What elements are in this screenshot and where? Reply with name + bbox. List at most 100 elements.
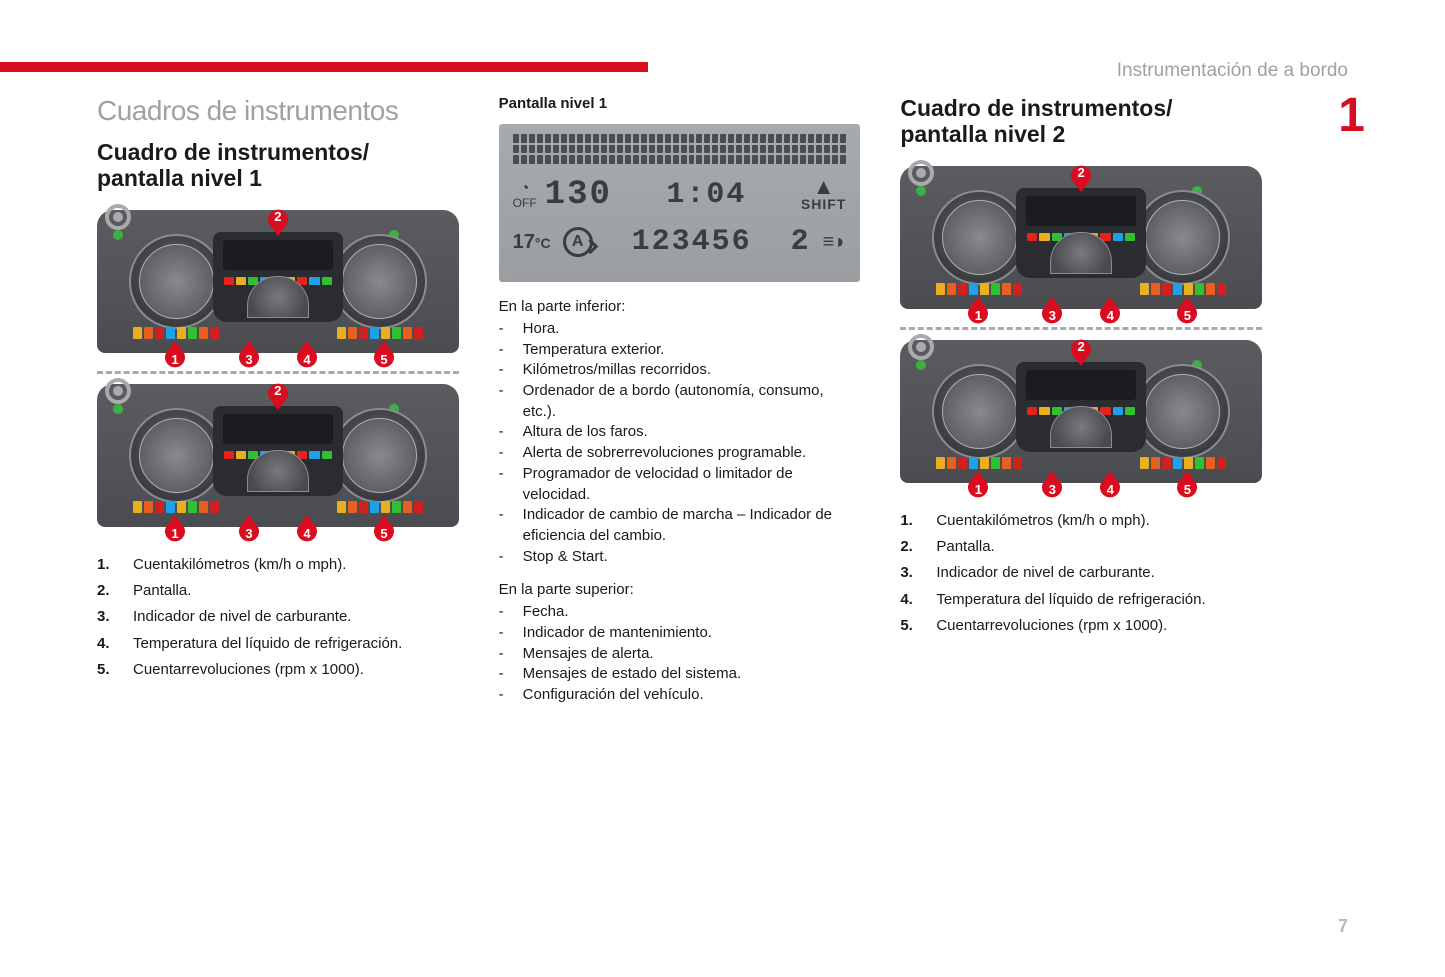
warning-lights-left: [133, 327, 219, 339]
list-item: -Mensajes de alerta.: [499, 644, 861, 665]
indicator-dot: [916, 186, 926, 196]
tachometer-gauge: [1135, 364, 1230, 459]
legend-number: 2.: [97, 579, 115, 602]
legend-item: 4.Temperatura del líquido de refrigeraci…: [900, 588, 1262, 611]
callout-marker: 5: [1175, 471, 1199, 501]
marker-number: 5: [380, 526, 387, 541]
callout-marker: 4: [295, 341, 319, 371]
list-text: Kilómetros/millas recorridos.: [523, 360, 711, 381]
cruise-off-icon: ◔ OFF: [513, 181, 537, 209]
list-text: Indicador de mantenimiento.: [523, 623, 712, 644]
bullet-dash: -: [499, 664, 509, 685]
bullet-dash: -: [499, 381, 509, 422]
steering-icon: [908, 160, 934, 186]
lower-heading: En la parte inferior:: [499, 298, 861, 315]
bullet-dash: -: [499, 602, 509, 623]
callout-marker: 1: [163, 341, 187, 371]
headlight-level-icon: ≡◗: [823, 231, 847, 254]
callout-marker: 1: [966, 297, 990, 327]
dashboard-diagram-1a: 2 1 3 4 5: [97, 210, 459, 365]
list-text: Mensajes de alerta.: [523, 644, 654, 665]
dashed-divider: [97, 371, 459, 374]
indicator-dot: [916, 360, 926, 370]
indicator-dot: [113, 230, 123, 240]
legend-item: 1.Cuentakilómetros (km/h o mph).: [97, 553, 459, 576]
list-item: -Temperatura exterior.: [499, 340, 861, 361]
content-columns: Cuadros de instrumentos Cuadro de instru…: [97, 95, 1262, 706]
list-item: -Ordenador de a bordo (autonomía, consum…: [499, 381, 861, 422]
list-text: Indicador de cambio de marcha – Indicado…: [523, 505, 861, 546]
tachometer-gauge: [1135, 190, 1230, 285]
legend-number: 4.: [97, 632, 115, 655]
marker-number: 4: [1107, 308, 1114, 323]
list-text: Fecha.: [523, 602, 569, 623]
callout-marker: 3: [1040, 471, 1064, 501]
main-title: Cuadros de instrumentos: [97, 95, 459, 127]
steering-icon: [908, 334, 934, 360]
indicator-dot: [113, 404, 123, 414]
legend-item: 1.Cuentakilómetros (km/h o mph).: [900, 509, 1262, 532]
legend-text: Pantalla.: [133, 579, 191, 602]
marker-number: 5: [1184, 308, 1191, 323]
speedometer-gauge: [129, 408, 224, 503]
lcd-row-2: 17°C A 123456 2 ≡◗: [513, 220, 847, 264]
bullet-dash: -: [499, 422, 509, 443]
callout-marker: 2: [1069, 336, 1093, 366]
legend-number: 2.: [900, 535, 918, 558]
marker-number: 4: [1107, 482, 1114, 497]
lcd-display: ◔ OFF 130 1:04 ▲ SHIFT 17°C A 123456 2 ≡…: [499, 124, 861, 282]
legend-number: 5.: [97, 658, 115, 681]
shift-indicator: ▲ SHIFT: [801, 178, 846, 212]
center-display: [213, 232, 343, 322]
led-row: [224, 277, 332, 287]
bullet-dash: -: [499, 505, 509, 546]
section-header: Instrumentación de a bordo: [1117, 60, 1348, 82]
column-1: Cuadros de instrumentos Cuadro de instru…: [97, 95, 459, 706]
callout-marker: 5: [372, 515, 396, 545]
callout-marker: 1: [163, 515, 187, 545]
list-text: Configuración del vehículo.: [523, 685, 704, 706]
list-item: -Fecha.: [499, 602, 861, 623]
marker-number: 2: [274, 209, 281, 224]
marker-number: 2: [274, 383, 281, 398]
chapter-number: 1: [1338, 88, 1365, 143]
legend-item: 5.Cuentarrevoluciones (rpm x 1000).: [97, 658, 459, 681]
legend-list-1: 1.Cuentakilómetros (km/h o mph). 2. Pantal…: [97, 553, 459, 681]
upper-list: -Fecha.-Indicador de mantenimiento.-Mens…: [499, 602, 861, 705]
legend-number: 1.: [97, 553, 115, 576]
legend-list-3: 1.Cuentakilómetros (km/h o mph).2.Pantal…: [900, 509, 1262, 637]
column-2: Pantalla nivel 1 ◔ OFF 130 1:04 ▲ SHIFT: [499, 95, 861, 706]
speedometer-gauge: [129, 234, 224, 329]
lcd-odometer: 123456: [605, 225, 779, 259]
warning-lights-right: [337, 327, 423, 339]
bullet-dash: -: [499, 547, 509, 568]
center-display: [213, 406, 343, 496]
legend-number: 1.: [900, 509, 918, 532]
dashboard-diagram-2a: 2 1 3 4 5: [900, 166, 1262, 321]
list-item: -Stop & Start.: [499, 547, 861, 568]
callout-marker: 5: [372, 341, 396, 371]
marker-number: 4: [303, 526, 310, 541]
list-item: -Hora.: [499, 319, 861, 340]
legend-number: 3.: [900, 561, 918, 584]
legend-item: 3.Indicador de nivel de carburante.: [900, 561, 1262, 584]
speedometer-gauge: [932, 364, 1027, 459]
shift-arrow-icon: ▲: [801, 178, 846, 196]
legend-item: 5.Cuentarrevoluciones (rpm x 1000).: [900, 614, 1262, 637]
steering-icon: [105, 378, 131, 404]
callout-marker: 2: [1069, 162, 1093, 192]
legend-text: Temperatura del líquido de refrigeración…: [936, 588, 1205, 611]
warning-lights-left: [936, 457, 1022, 469]
warning-lights-left: [936, 283, 1022, 295]
list-item: -Altura de los faros.: [499, 422, 861, 443]
callout-marker: 4: [1098, 297, 1122, 327]
list-item: -Programador de velocidad o limitador de…: [499, 464, 861, 505]
bullet-dash: -: [499, 319, 509, 340]
callout-marker: 4: [1098, 471, 1122, 501]
bullet-dash: -: [499, 685, 509, 706]
marker-number: 1: [975, 482, 982, 497]
marker-number: 3: [1049, 308, 1056, 323]
marker-number: 3: [245, 352, 252, 367]
lcd-gear: 2: [791, 225, 811, 259]
list-text: Stop & Start.: [523, 547, 608, 568]
